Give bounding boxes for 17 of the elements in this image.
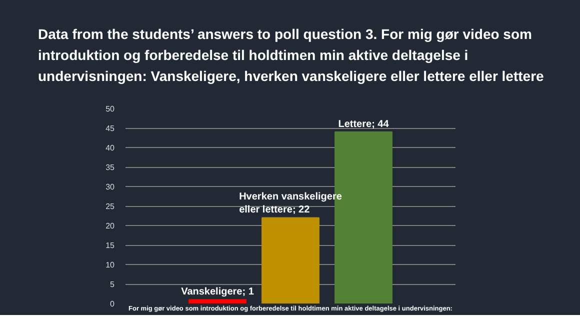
data-label: Hverken vanskeligere eller lettere; 22 — [239, 192, 342, 216]
y-tick-label: 25 — [106, 202, 116, 211]
y-tick-label: 35 — [106, 163, 116, 172]
y-tick-label: 30 — [106, 182, 116, 192]
y-tick-label: 15 — [106, 241, 116, 250]
data-label: Vanskeligere; 1 — [181, 286, 254, 298]
y-tick-label: 5 — [110, 280, 116, 289]
bar — [188, 299, 246, 304]
y-tick-label: 20 — [106, 222, 116, 230]
y-tick-label: 0 — [110, 300, 116, 308]
data-label: Lettere; 44 — [338, 118, 390, 130]
y-tick-label: 40 — [106, 144, 116, 152]
y-tick-label: 10 — [106, 260, 116, 270]
y-tick-label: 50 — [106, 104, 116, 114]
y-tick-label: 45 — [106, 124, 116, 133]
chart-title: Data from the students’ answers to poll question 3. For mig gør video som introduktion og forberedelse til holdtimen min aktive deltagelse i undervisningen: Vanskeligere, hverken vanskeligere eller lettere eller lettere — [38, 25, 545, 86]
bar — [262, 217, 320, 304]
